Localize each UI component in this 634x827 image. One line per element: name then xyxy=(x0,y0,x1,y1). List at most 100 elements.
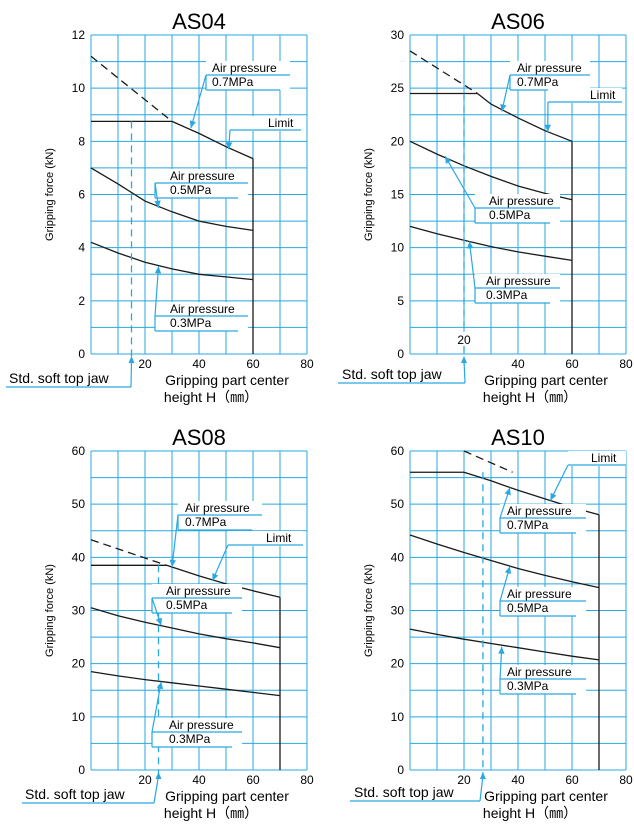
x-tick-label: 60 xyxy=(246,773,260,787)
callout-arrowhead xyxy=(154,200,161,208)
std-jaw-value-label: 20 xyxy=(457,333,471,347)
callout-text: Limit xyxy=(266,531,292,545)
callout-arrowhead xyxy=(467,241,474,249)
std-jaw-arrowhead xyxy=(128,356,135,363)
x-tick-label: 60 xyxy=(565,773,579,787)
callout-arrowhead xyxy=(445,156,452,164)
callout-text: Air pressure xyxy=(166,584,231,598)
y-tick-label: 25 xyxy=(391,81,405,95)
y-tick-label: 0 xyxy=(397,763,404,777)
callout-leader xyxy=(444,155,476,209)
x-tick-label: 60 xyxy=(565,357,579,371)
series-line-0-3mpa xyxy=(409,628,600,661)
y-tick-label: 0 xyxy=(397,347,404,361)
std-jaw-arrowhead xyxy=(461,356,467,363)
y-tick-label: 50 xyxy=(72,497,86,511)
chart-title: AS08 xyxy=(172,425,226,450)
callout: Limit xyxy=(544,88,622,132)
callout-text: Air pressure xyxy=(507,587,572,601)
std-jaw-label: Std. soft top jaw xyxy=(342,366,442,382)
callout-text: 0.3MPa xyxy=(486,288,528,302)
callout-text: 0.5MPa xyxy=(507,601,549,615)
callout-text: 0.3MPa xyxy=(169,732,211,746)
callout-text: 0.5MPa xyxy=(166,598,208,612)
callout-arrowhead xyxy=(550,492,557,501)
callout-text: Air pressure xyxy=(170,169,235,183)
series-line-0-3mpa xyxy=(409,225,573,262)
y-tick-label: 20 xyxy=(391,657,405,671)
callout-text: 0.7MPa xyxy=(507,518,549,532)
callout-arrowhead xyxy=(225,142,233,150)
x-tick-label: 40 xyxy=(511,773,525,787)
y-tick-label: 15 xyxy=(391,188,405,202)
callout-arrowhead xyxy=(212,573,219,581)
callout-text: Air pressure xyxy=(212,61,277,75)
callout-leader xyxy=(468,241,476,289)
callout-leader xyxy=(151,681,162,733)
callout-text: Limit xyxy=(591,451,617,465)
callout-text: 0.3MPa xyxy=(507,679,549,693)
extrapolation-dashed-line xyxy=(409,50,478,95)
callout-arrowhead xyxy=(156,681,164,690)
y-tick-label: 10 xyxy=(391,241,405,255)
y-axis-label: Gripping force (kN) xyxy=(44,148,56,241)
x-axis-label: Gripping part center height H（㎜） xyxy=(483,788,608,821)
y-tick-label: 10 xyxy=(391,710,405,724)
series-line-0-5mpa xyxy=(90,607,281,649)
x-tick-label: 80 xyxy=(300,773,314,787)
callout-text: 0.7MPa xyxy=(517,75,559,89)
extrapolation-dashed-line xyxy=(90,55,173,122)
series-line-0-7mpa xyxy=(171,120,254,160)
callout-arrowhead xyxy=(189,120,196,129)
std-jaw-label: Std. soft top jaw xyxy=(9,370,109,386)
y-tick-label: 30 xyxy=(72,604,86,618)
y-tick-label: 8 xyxy=(78,134,85,148)
y-tick-label: 50 xyxy=(391,497,405,511)
callout: Limit xyxy=(225,116,301,150)
y-tick-label: 4 xyxy=(78,241,85,255)
callout-arrowhead xyxy=(169,559,176,567)
callout-bg xyxy=(228,531,303,546)
chart-panel-as06: AS06 Gripping force (kN) 0 5 10 15 20 25 30 40 60 8… xyxy=(338,9,633,405)
y-tick-label: 60 xyxy=(72,444,86,458)
chart-panel-as04: AS04 Gripping force (kN) 0 2 4 6 8 10 12 20 40 60 80… xyxy=(6,9,314,405)
callout-text: Air pressure xyxy=(517,61,582,75)
y-tick-label: 0 xyxy=(78,763,85,777)
x-tick-label: 20 xyxy=(138,773,152,787)
std-jaw-arrowhead xyxy=(479,772,486,779)
series-line-0-5mpa xyxy=(90,167,254,232)
callout-arrowhead xyxy=(504,487,511,496)
series-line-0-7mpa xyxy=(166,564,281,598)
std-jaw-label: Std. soft top jaw xyxy=(354,784,454,800)
chart-title: AS04 xyxy=(172,9,226,34)
std-jaw-leader xyxy=(130,359,133,388)
callout-text: 0.3MPa xyxy=(170,316,212,330)
callout-text: Air pressure xyxy=(489,194,554,208)
callout-text: Limit xyxy=(268,116,294,130)
callout-bg xyxy=(548,88,622,103)
callout-leader xyxy=(171,514,179,567)
callout-bg xyxy=(230,116,301,131)
callout-arrowhead xyxy=(155,617,163,626)
series-line-0-5mpa xyxy=(409,534,600,589)
extrapolation-dashed-line xyxy=(463,450,513,473)
callout-arrowhead xyxy=(498,646,505,654)
y-tick-label: 40 xyxy=(391,550,405,564)
callout-text: Air pressure xyxy=(486,274,551,288)
x-tick-label: 40 xyxy=(511,357,525,371)
series-line-0-3mpa xyxy=(90,241,254,281)
series-line-0-7mpa xyxy=(477,92,573,142)
y-tick-label: 6 xyxy=(78,188,85,202)
callout: Limit xyxy=(211,531,303,581)
chart-panel-as10: AS10 Gripping force (kN) 0 10 20 30 40 50 60 20 40… xyxy=(350,425,633,821)
y-tick-label: 5 xyxy=(397,294,404,308)
x-tick-label: 20 xyxy=(457,773,471,787)
callout-text: Air pressure xyxy=(169,718,234,732)
chart-title: AS06 xyxy=(491,9,545,34)
callout-text: Air pressure xyxy=(170,302,235,316)
